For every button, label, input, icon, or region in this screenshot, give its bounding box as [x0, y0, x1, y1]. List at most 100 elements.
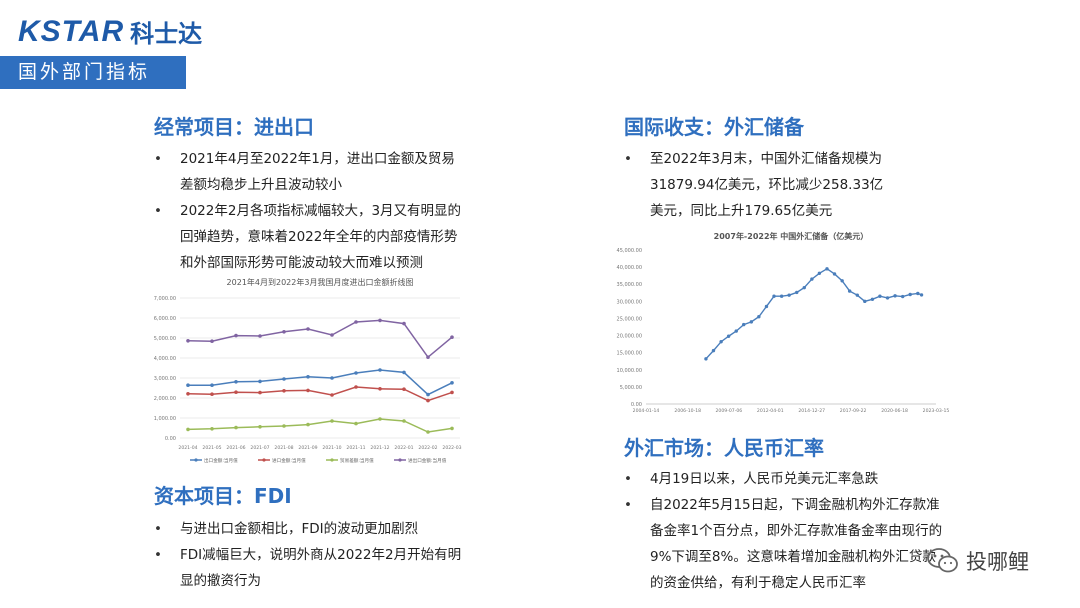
data-point: [711, 348, 716, 353]
bullet-item: 2022年2月各项指标减幅较大，3月又有明显的回弹趋势，意味着2022年全年的内…: [154, 198, 464, 276]
data-point: [749, 320, 754, 324]
reserves-bullets: 至2022年3月末，中国外汇储备规模为31879.94亿美元，环比减少258.3…: [624, 146, 892, 224]
data-point: [832, 272, 837, 276]
data-point: [916, 291, 920, 296]
legend-label: 进口金额:当月值: [272, 457, 306, 464]
x-tick-label: 2022-02: [418, 445, 437, 451]
data-point: [919, 293, 924, 297]
data-point: [450, 390, 454, 395]
data-point: [378, 387, 382, 391]
x-tick-label: 2021-10: [322, 445, 341, 451]
data-point: [450, 335, 454, 339]
x-tick-label: 2023-03-15: [923, 408, 950, 414]
data-point: [210, 339, 214, 343]
data-point: [734, 329, 738, 333]
y-tick-label: 6,000.00: [154, 316, 176, 322]
data-point: [234, 425, 238, 430]
data-point: [234, 390, 238, 394]
series-line: [187, 386, 453, 402]
data-point: [306, 327, 310, 331]
data-point: [810, 277, 814, 281]
data-point: [306, 422, 310, 427]
data-point: [426, 392, 430, 397]
y-tick-label: 2,000.00: [154, 396, 176, 402]
y-tick-label: 20,000.00: [617, 334, 642, 340]
x-tick-label: 2012-04-01: [757, 408, 784, 414]
y-tick-label: 45,000.00: [617, 248, 642, 254]
section-banner: 国外部门指标: [0, 56, 186, 89]
data-point: [893, 294, 897, 298]
x-tick-label: 2021-09: [298, 445, 317, 451]
logo-text-cn: 科士达: [130, 20, 203, 48]
current-account-bullets: 2021年4月至2022年1月，进出口金额及贸易差额均稳步上升且波动较小 202…: [154, 146, 464, 276]
data-point: [704, 357, 708, 361]
data-point: [726, 334, 731, 338]
x-tick-label: 2020-06-18: [881, 408, 908, 414]
data-point: [840, 279, 844, 283]
data-point: [855, 293, 859, 297]
capital-account-bullets: 与进出口金额相比，FDI的波动更加剧烈 FDI减幅巨大，说明外商从2022年2月…: [154, 516, 464, 594]
x-tick-label: 2021-12: [370, 445, 389, 451]
data-point: [402, 419, 406, 423]
series-line: [187, 418, 453, 433]
data-point: [258, 379, 262, 384]
data-point: [870, 297, 875, 301]
y-tick-label: 5,000.00: [154, 336, 176, 342]
y-tick-label: 15,000.00: [617, 351, 642, 357]
y-tick-label: 1,000.00: [154, 416, 176, 422]
logo-text-en: KSTAR: [18, 14, 125, 48]
legend-label: 进出口金额:当月值: [408, 457, 447, 464]
watermark: 投哪鲤: [926, 546, 1029, 576]
data-point: [258, 334, 262, 338]
data-point: [402, 387, 406, 391]
data-point: [426, 355, 430, 359]
data-point: [234, 380, 238, 384]
series-line: [705, 267, 922, 360]
data-point: [450, 381, 454, 385]
data-point: [817, 271, 822, 275]
data-point: [772, 294, 776, 298]
y-tick-label: 4,000.00: [154, 356, 176, 362]
data-point: [863, 299, 867, 304]
data-point: [354, 385, 358, 389]
x-tick-label: 2021-07: [250, 445, 269, 451]
logo: KSTAR 科士达: [18, 14, 202, 49]
data-point: [282, 424, 286, 428]
bullet-item: FDI减幅巨大，说明外商从2022年2月开始有明显的撤资行为: [154, 542, 464, 594]
data-point: [186, 339, 190, 343]
legend-marker: [330, 458, 334, 462]
fx-market-title: 外汇市场：人民币汇率: [624, 436, 824, 460]
data-point: [378, 417, 382, 421]
data-point: [354, 320, 358, 324]
x-tick-label: 2022-03: [442, 445, 461, 451]
data-point: [258, 425, 262, 429]
data-point: [330, 376, 334, 380]
data-point: [402, 321, 406, 326]
x-tick-label: 2021-05: [202, 445, 221, 451]
data-point: [210, 427, 214, 431]
chart-title: 2021年4月到2022年3月我国月度进出口金额折线图: [227, 277, 414, 287]
x-tick-label: 2006-10-18: [674, 408, 701, 414]
bullet-item: 与进出口金额相比，FDI的波动更加剧烈: [154, 516, 464, 542]
data-point: [354, 421, 358, 426]
data-point: [282, 377, 286, 381]
x-tick-label: 2004-01-14: [633, 408, 660, 414]
current-account-title: 经常项目：进出口: [154, 115, 314, 139]
data-point: [186, 383, 190, 387]
series-line: [188, 369, 453, 396]
capital-account-title: 资本项目：FDI: [154, 484, 292, 508]
series-line: [187, 319, 453, 359]
data-point: [426, 398, 430, 403]
y-tick-label: 5,000.00: [620, 385, 642, 391]
x-tick-label: 2021-06: [226, 445, 245, 451]
fx-reserve-line-chart: 2007年-2022年 中国外汇储备（亿美元） 0.00 5,000.00 10,00…: [617, 231, 950, 414]
x-tick-label: 2009-07-06: [716, 408, 743, 414]
data-point: [787, 293, 791, 297]
data-point: [742, 322, 746, 327]
data-point: [885, 296, 890, 300]
legend-label: 贸易差额:当月值: [340, 457, 374, 464]
x-tick-label: 2021-11: [346, 445, 365, 451]
x-tick-label: 2022-01: [394, 445, 413, 451]
data-point: [210, 383, 214, 387]
data-point: [306, 388, 310, 393]
